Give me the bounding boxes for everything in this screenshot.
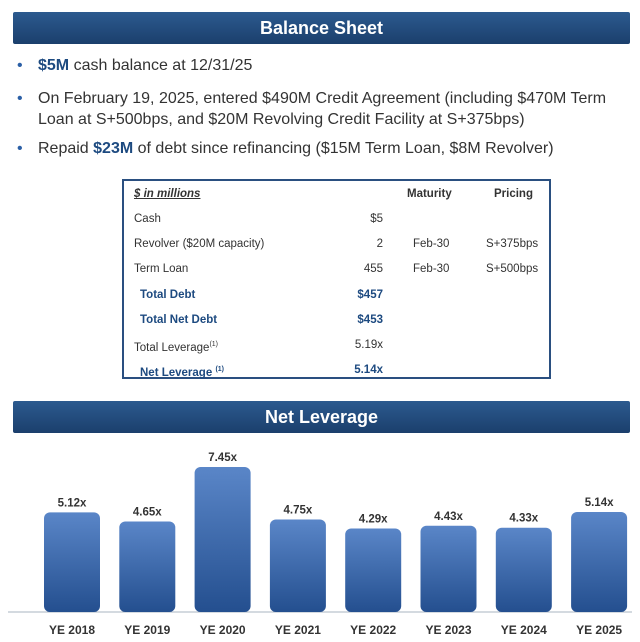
row-value: 2 — [376, 238, 383, 250]
row-value: $453 — [357, 314, 383, 326]
bar-ye-2020 — [194, 467, 251, 612]
category-label: YE 2020 — [200, 623, 246, 637]
row-label-text: Net Leverage — [140, 366, 216, 379]
category-label: YE 2019 — [124, 623, 170, 637]
balance-sheet-header: Balance Sheet — [13, 12, 630, 44]
row-label: Cash — [134, 213, 161, 225]
bullet-cash: • $5M cash balance at 12/31/25 — [14, 55, 252, 76]
row-maturity: Feb-30 — [413, 263, 450, 275]
table-header-units: $ in millions — [134, 188, 201, 200]
table-row-cash: Cash $5 — [124, 211, 549, 236]
row-label: Revolver ($20M capacity) — [134, 238, 265, 250]
footnote-marker: (1) — [215, 366, 224, 373]
footnote-marker: (1) — [209, 341, 219, 348]
category-label: YE 2025 — [576, 623, 622, 637]
row-pricing: S+375bps — [486, 238, 539, 250]
chart-title: Net Leverage — [264, 406, 379, 427]
row-label: Total Net Debt — [140, 314, 218, 326]
bar-ye-2019 — [119, 521, 176, 612]
row-value: $5 — [370, 213, 383, 225]
bullet-bold: $23M — [93, 140, 134, 157]
table-row-total-net-debt: Total Net Debt $453 — [124, 312, 549, 337]
net-leverage-bar-chart: 5.12x YE 2018 4.65x YE 2019 7.45x YE 2020 4.75… — [8, 452, 632, 637]
bullet-repaid-debt: • Repaid $23M of debt since refinancing … — [14, 138, 554, 159]
bar-ye-2025 — [571, 511, 628, 612]
row-value: 5.19x — [354, 339, 383, 351]
bar-ye-2023 — [420, 525, 477, 612]
table-header-maturity: Maturity — [407, 188, 452, 200]
row-value: 5.14x — [354, 364, 383, 376]
bar-ye-2022 — [345, 528, 402, 612]
data-label: 4.29x — [359, 514, 388, 526]
category-label: YE 2023 — [425, 623, 471, 637]
bar-ye-2021 — [269, 519, 326, 612]
bullet-dot-icon: • — [17, 140, 23, 157]
row-label: Term Loan — [134, 263, 189, 275]
bar-ye-2018 — [44, 512, 100, 612]
bullet-text: of debt since refinancing ($15M Term Loa… — [133, 140, 554, 157]
balance-sheet-title: Balance Sheet — [259, 17, 384, 38]
bullet-dot-icon: • — [17, 90, 23, 107]
bullet-text: cash balance at 12/31/25 — [69, 57, 253, 74]
row-maturity: Feb-30 — [413, 238, 450, 250]
table-row-term-loan: Term Loan 455 Feb-30 S+500bps — [124, 261, 549, 286]
data-label: 4.33x — [509, 513, 538, 525]
bullet-dot-icon: • — [17, 57, 23, 74]
table-header-row: $ in millions Maturity Pricing — [124, 186, 549, 211]
row-label: Total Leverage(1) — [134, 337, 218, 356]
table-row-total-leverage: Total Leverage(1) 5.19x — [124, 337, 549, 362]
category-label: YE 2018 — [49, 623, 95, 637]
row-label: Net Leverage (1) — [140, 362, 224, 381]
data-label: 5.14x — [585, 497, 614, 509]
table-row-net-leverage: Net Leverage (1) 5.14x — [124, 362, 549, 387]
row-value: $457 — [357, 289, 383, 301]
row-pricing: S+500bps — [486, 263, 539, 275]
debt-table: $ in millions Maturity Pricing Cash $5 R… — [122, 179, 551, 379]
bullet-text: On February 19, 2025, entered $490M Cred… — [38, 90, 607, 128]
data-label: 4.75x — [284, 505, 313, 517]
bullet-pre: Repaid — [38, 140, 94, 157]
bullet-bold: $5M — [38, 57, 70, 74]
row-label: Total Debt — [140, 289, 196, 301]
table-row-revolver: Revolver ($20M capacity) 2 Feb-30 S+375b… — [124, 236, 549, 261]
category-label: YE 2024 — [501, 623, 547, 637]
bar-ye-2024 — [495, 527, 552, 612]
table-row-total-debt: Total Debt $457 — [124, 287, 549, 312]
category-label: YE 2022 — [350, 623, 396, 637]
data-label: 4.43x — [434, 511, 463, 523]
bullet-credit-agreement: • On February 19, 2025, entered $490M Cr… — [14, 88, 630, 130]
table-header-pricing: Pricing — [494, 188, 533, 200]
row-label-text: Total Leverage — [134, 341, 210, 354]
net-leverage-header: Net Leverage — [13, 401, 630, 433]
row-value: 455 — [363, 263, 383, 275]
data-label: 7.45x — [208, 452, 237, 464]
data-label: 5.12x — [58, 497, 87, 509]
category-label: YE 2021 — [275, 623, 321, 637]
data-label: 4.65x — [133, 506, 162, 518]
